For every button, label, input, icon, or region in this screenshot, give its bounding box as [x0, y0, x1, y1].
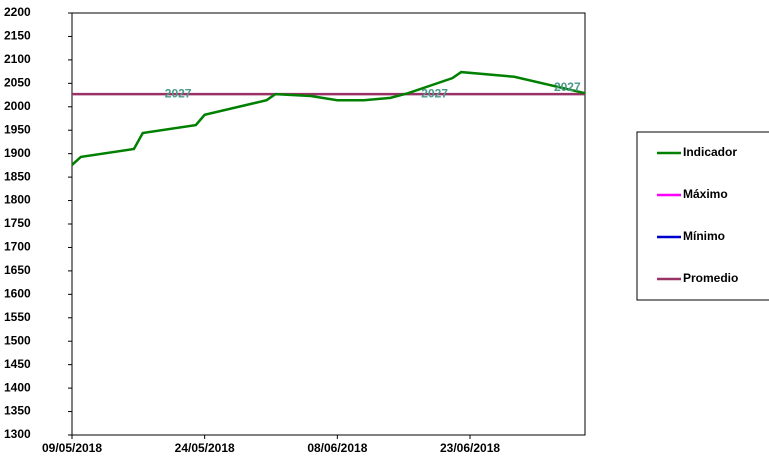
y-tick-label: 1550 [4, 310, 31, 324]
y-tick-label: 1500 [4, 333, 31, 347]
y-tick-label: 1950 [4, 122, 31, 136]
y-tick-label: 1450 [4, 357, 31, 371]
y-tick-label: 1800 [4, 193, 31, 207]
y-tick-label: 1900 [4, 146, 31, 160]
plot-area [71, 12, 586, 436]
legend-label: Promedio [683, 271, 738, 285]
annotation: 2027 [554, 80, 581, 94]
x-tick-label: 24/05/2018 [175, 441, 235, 455]
y-tick-label: 1750 [4, 216, 31, 230]
legend-box [636, 131, 769, 301]
y-tick-label: 1400 [4, 380, 31, 394]
x-tick-label: 23/06/2018 [440, 441, 500, 455]
y-tick-label: 1650 [4, 263, 31, 277]
x-tick-label: 09/05/2018 [42, 441, 102, 455]
legend-label: Mínimo [683, 229, 725, 243]
y-tick-label: 1850 [4, 169, 31, 183]
y-tick-label: 2050 [4, 76, 31, 90]
y-tick-label: 1700 [4, 240, 31, 254]
y-tick-label: 2150 [4, 29, 31, 43]
y-tick-label: 1300 [4, 427, 31, 441]
annotation: 2027 [165, 86, 192, 100]
y-tick-label: 2100 [4, 52, 31, 66]
y-tick-label: 2000 [4, 99, 31, 113]
x-tick-label: 08/06/2018 [307, 441, 367, 455]
legend-label: Máximo [683, 187, 728, 201]
y-tick-label: 1350 [4, 404, 31, 418]
y-tick-label: 2200 [4, 5, 31, 19]
line [71, 70, 586, 166]
annotation: 2027 [421, 86, 448, 100]
y-tick-label: 1600 [4, 287, 31, 301]
legend-label: Indicador [683, 145, 737, 159]
